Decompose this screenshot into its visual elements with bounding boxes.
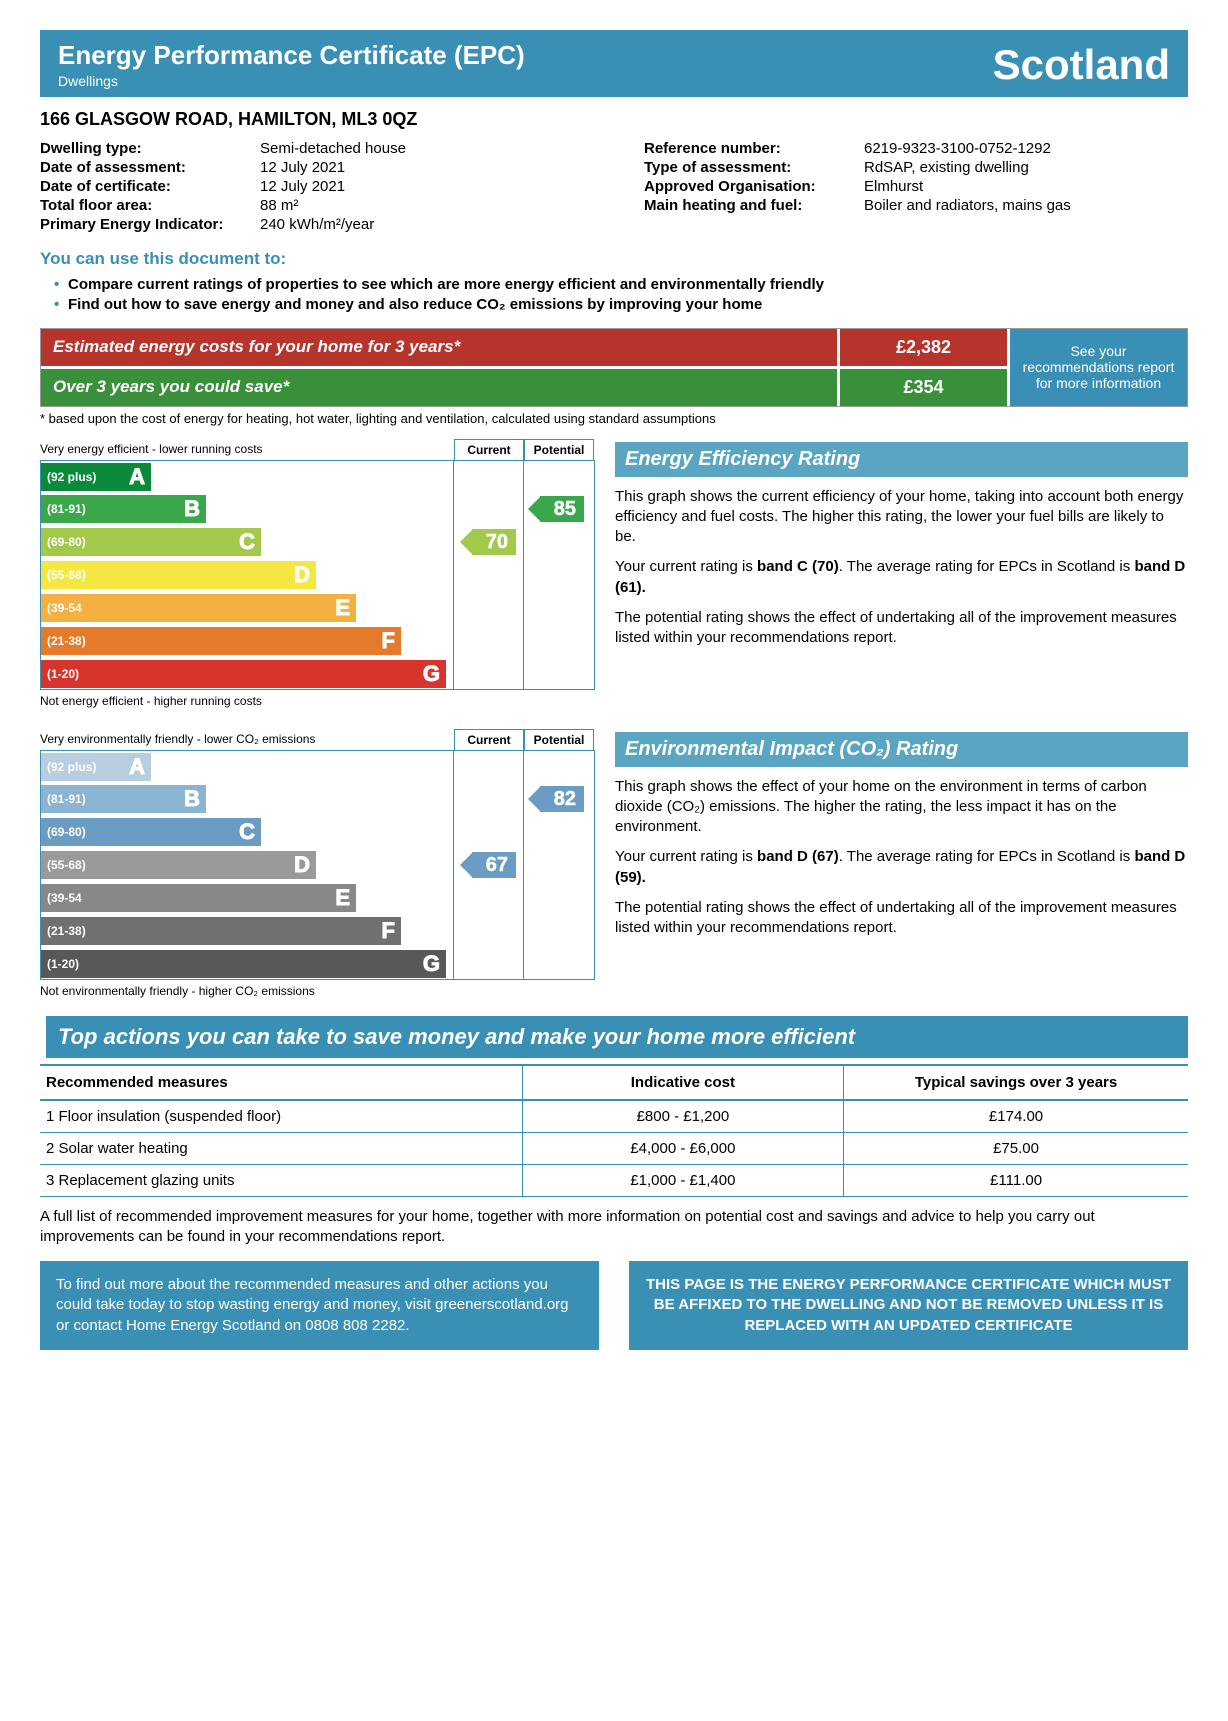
cost-value-1: £2,382: [837, 329, 1007, 366]
potential-indicator: 82: [540, 786, 584, 812]
environment-chart: Very environmentally friendly - lower CO…: [40, 732, 595, 998]
use-doc-bullets: Compare current ratings of properties to…: [54, 275, 1188, 316]
header-bar: Energy Performance Certificate (EPC) Dwe…: [40, 30, 1188, 97]
rating-band-e: (39-54E: [41, 884, 356, 912]
rating-band-f: (21-38)F: [41, 917, 401, 945]
rating-band-d: (55-68)D: [41, 851, 316, 879]
detail-value: 240 kWh/m²/year: [260, 216, 584, 233]
efficiency-chart: Very energy efficient - lower running co…: [40, 442, 595, 708]
cost-value-2: £354: [837, 369, 1007, 406]
current-indicator: 70: [472, 529, 516, 555]
environment-title: Environmental Impact (CO₂) Rating: [615, 732, 1188, 767]
col-current: Current: [454, 729, 524, 750]
details-grid: Dwelling type:Semi-detached houseDate of…: [40, 140, 1188, 235]
rating-band-e: (39-54E: [41, 594, 356, 622]
eff-p3: The potential rating shows the effect of…: [615, 608, 1188, 649]
detail-value: RdSAP, existing dwelling: [864, 159, 1188, 176]
detail-label: Dwelling type:: [40, 140, 260, 157]
detail-label: Date of assessment:: [40, 159, 260, 176]
doc-subtitle: Dwellings: [58, 73, 525, 89]
chart-bot-label: Not energy efficient - higher running co…: [40, 694, 595, 708]
table-row: 2 Solar water heating£4,000 - £6,000£75.…: [40, 1132, 1188, 1164]
detail-value: 6219-9323-3100-0752-1292: [864, 140, 1188, 157]
detail-label: Main heating and fuel:: [644, 197, 864, 214]
env-bot-label: Not environmentally friendly - higher CO…: [40, 984, 595, 998]
env-p3: The potential rating shows the effect of…: [615, 898, 1188, 939]
address: 166 GLASGOW ROAD, HAMILTON, ML3 0QZ: [40, 109, 1188, 130]
table-row: 3 Replacement glazing units£1,000 - £1,4…: [40, 1164, 1188, 1196]
env-p2: Your current rating is band D (67). The …: [615, 847, 1188, 888]
after-table-text: A full list of recommended improvement m…: [40, 1207, 1188, 1248]
epc-page: Energy Performance Certificate (EPC) Dwe…: [0, 0, 1228, 1380]
bottom-left-box: To find out more about the recommended m…: [40, 1261, 599, 1350]
efficiency-title: Energy Efficiency Rating: [615, 442, 1188, 477]
col-current: Current: [454, 439, 524, 460]
detail-label: Total floor area:: [40, 197, 260, 214]
potential-indicator: 85: [540, 496, 584, 522]
current-indicator: 67: [472, 852, 516, 878]
table-row: 1 Floor insulation (suspended floor)£800…: [40, 1100, 1188, 1133]
col-potential: Potential: [524, 729, 594, 750]
cost-footnote: * based upon the cost of energy for heat…: [40, 411, 1188, 426]
detail-label: Date of certificate:: [40, 178, 260, 195]
env-p1: This graph shows the effect of your home…: [615, 777, 1188, 838]
detail-value: 12 July 2021: [260, 159, 584, 176]
region: Scotland: [993, 41, 1170, 89]
detail-value: 88 m²: [260, 197, 584, 214]
table-header: Indicative cost: [522, 1065, 843, 1100]
rating-band-c: (69-80)C: [41, 528, 261, 556]
col-potential: Potential: [524, 439, 594, 460]
cost-box: Estimated energy costs for your home for…: [40, 328, 1188, 407]
rating-band-d: (55-68)D: [41, 561, 316, 589]
efficiency-text: Energy Efficiency Rating This graph show…: [615, 442, 1188, 708]
rating-band-b: (81-91)B: [41, 495, 206, 523]
rating-band-b: (81-91)B: [41, 785, 206, 813]
doc-title: Energy Performance Certificate (EPC): [58, 40, 525, 71]
table-header: Recommended measures: [40, 1065, 522, 1100]
cost-label-2: Over 3 years you could save*: [41, 369, 837, 406]
detail-label: Primary Energy Indicator:: [40, 216, 260, 233]
rating-band-g: (1-20)G: [41, 660, 446, 688]
bullet-item: Find out how to save energy and money an…: [54, 295, 1188, 315]
recommendations-table: Recommended measuresIndicative costTypic…: [40, 1064, 1188, 1197]
detail-label: Approved Organisation:: [644, 178, 864, 195]
detail-value: Boiler and radiators, mains gas: [864, 197, 1188, 214]
eff-p1: This graph shows the current efficiency …: [615, 487, 1188, 548]
detail-label: Reference number:: [644, 140, 864, 157]
cost-right-note: See your recommendations report for more…: [1007, 329, 1187, 406]
bullet-item: Compare current ratings of properties to…: [54, 275, 1188, 295]
rating-band-g: (1-20)G: [41, 950, 446, 978]
rating-band-a: (92 plus)A: [41, 753, 151, 781]
detail-value: 12 July 2021: [260, 178, 584, 195]
detail-label: Type of assessment:: [644, 159, 864, 176]
top-actions-heading: Top actions you can take to save money a…: [40, 1016, 1188, 1058]
bottom-right-box: THIS PAGE IS THE ENERGY PERFORMANCE CERT…: [629, 1261, 1188, 1350]
rating-band-a: (92 plus)A: [41, 463, 151, 491]
cost-label-1: Estimated energy costs for your home for…: [41, 329, 837, 366]
eff-p2: Your current rating is band C (70). The …: [615, 557, 1188, 598]
table-header: Typical savings over 3 years: [844, 1065, 1188, 1100]
environment-text: Environmental Impact (CO₂) Rating This g…: [615, 732, 1188, 998]
rating-band-f: (21-38)F: [41, 627, 401, 655]
rating-band-c: (69-80)C: [41, 818, 261, 846]
bottom-boxes: To find out more about the recommended m…: [40, 1261, 1188, 1350]
use-doc-heading: You can use this document to:: [40, 249, 1188, 269]
detail-value: Semi-detached house: [260, 140, 584, 157]
detail-value: Elmhurst: [864, 178, 1188, 195]
